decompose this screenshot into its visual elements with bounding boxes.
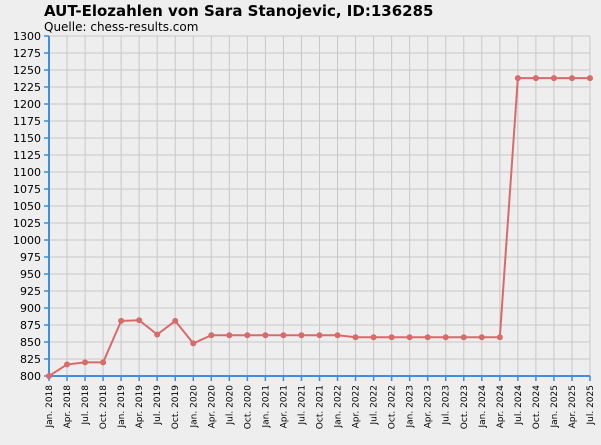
data-point [262, 332, 269, 339]
y-tick-label: 1200 [13, 98, 41, 111]
y-tick-label: 900 [20, 302, 41, 315]
x-tick-label: Jan. 2020 [189, 385, 199, 429]
y-tick-label: 1250 [13, 64, 41, 77]
x-tick-label: Jan. 2024 [478, 385, 488, 429]
y-tick-label: 1000 [13, 234, 41, 247]
x-tick-label: Jul. 2025 [586, 385, 596, 426]
data-point [46, 373, 52, 379]
x-tick-label: Apr. 2020 [207, 385, 217, 429]
data-point [568, 75, 575, 82]
y-tick-label: 1275 [13, 47, 41, 60]
chart-title: AUT-Elozahlen von Sara Stanojevic, ID:13… [44, 2, 434, 20]
x-tick-label: Jul. 2018 [81, 385, 91, 426]
y-tick-label: 1175 [13, 115, 41, 128]
x-tick-label: Jan. 2022 [334, 385, 344, 429]
y-tick-label: 1150 [13, 132, 41, 145]
y-tick-label: 850 [20, 336, 41, 349]
series-elo [46, 75, 593, 379]
data-point [478, 334, 485, 341]
y-tick-label: 975 [20, 251, 41, 264]
data-point [280, 332, 287, 339]
x-tick-label: Apr. 2023 [424, 385, 434, 428]
data-point [298, 332, 305, 339]
data-point [172, 317, 179, 324]
data-point [154, 331, 161, 338]
x-tick-label: Apr. 2021 [279, 385, 289, 428]
data-point [118, 317, 125, 324]
data-point [514, 75, 521, 82]
x-tick-label: Jul. 2024 [514, 385, 524, 426]
data-point [226, 332, 233, 339]
data-point [460, 334, 467, 341]
data-point [64, 361, 71, 368]
x-tick-label: Oct. 2022 [388, 385, 398, 429]
data-point [100, 359, 107, 366]
x-tick-label: Oct. 2018 [99, 385, 109, 429]
x-tick-label: Jul. 2019 [153, 385, 163, 426]
y-tick-label: 875 [20, 319, 41, 332]
x-tick-label: Oct. 2020 [243, 385, 253, 429]
y-tick-label: 1050 [13, 200, 41, 213]
y-tick-labels: 800 825 850 875 900 925 950 975 1000 1025 1050 1075… [13, 30, 41, 383]
data-point [532, 75, 539, 82]
y-tick-label: 1100 [13, 166, 41, 179]
data-point [406, 334, 413, 341]
data-point [316, 332, 323, 339]
data-point [370, 334, 377, 341]
data-point [208, 332, 215, 339]
chart-subtitle: Quelle: chess-results.com [44, 20, 199, 34]
y-tick-label: 1025 [13, 217, 41, 230]
data-point [244, 332, 251, 339]
x-tick-labels: Jan. 2018 Apr. 2018 Jul. 2018 Oct. 2018 Jan.… [45, 385, 596, 429]
y-tick-label: 800 [20, 370, 41, 383]
x-tick-label: Apr. 2024 [496, 385, 506, 429]
data-point [82, 359, 89, 366]
data-point [587, 75, 593, 82]
y-tick-label: 825 [20, 353, 41, 366]
x-tick-label: Oct. 2023 [460, 385, 470, 429]
data-point [352, 334, 359, 341]
data-point [442, 334, 449, 341]
x-tick-label: Apr. 2018 [63, 385, 73, 429]
x-tick-label: Jan. 2019 [117, 385, 127, 429]
data-point [190, 340, 197, 347]
x-tick-label: Jan. 2023 [406, 385, 416, 429]
y-tick-label: 1225 [13, 81, 41, 94]
y-tick-label: 950 [20, 268, 41, 281]
x-tick-label: Apr. 2019 [135, 385, 145, 429]
x-tick-label: Oct. 2024 [532, 385, 542, 429]
y-tick-label: 1125 [13, 149, 41, 162]
x-tick-label: Apr. 2022 [352, 385, 362, 428]
data-point [424, 334, 431, 341]
x-tick-label: Oct. 2019 [171, 385, 181, 429]
x-tick-label: Jul. 2022 [370, 385, 380, 426]
x-tick-label: Jan. 2021 [261, 385, 271, 429]
data-point [496, 334, 503, 341]
y-tick-label: 1075 [13, 183, 41, 196]
x-tick-label: Jul. 2021 [297, 385, 307, 426]
data-point [550, 75, 557, 82]
y-tick-label: 925 [20, 285, 41, 298]
x-tick-label: Jul. 2020 [225, 385, 235, 426]
x-tick-label: Apr. 2025 [568, 385, 578, 428]
data-point [388, 334, 395, 341]
x-tick-label: Jan. 2018 [45, 385, 55, 429]
x-tick-label: Jan. 2025 [550, 385, 560, 429]
data-point [334, 332, 341, 339]
x-tick-label: Oct. 2021 [316, 385, 326, 429]
axes [44, 35, 591, 381]
x-tick-label: Jul. 2023 [442, 385, 452, 426]
data-point [136, 317, 143, 324]
y-tick-label: 1300 [13, 30, 41, 43]
